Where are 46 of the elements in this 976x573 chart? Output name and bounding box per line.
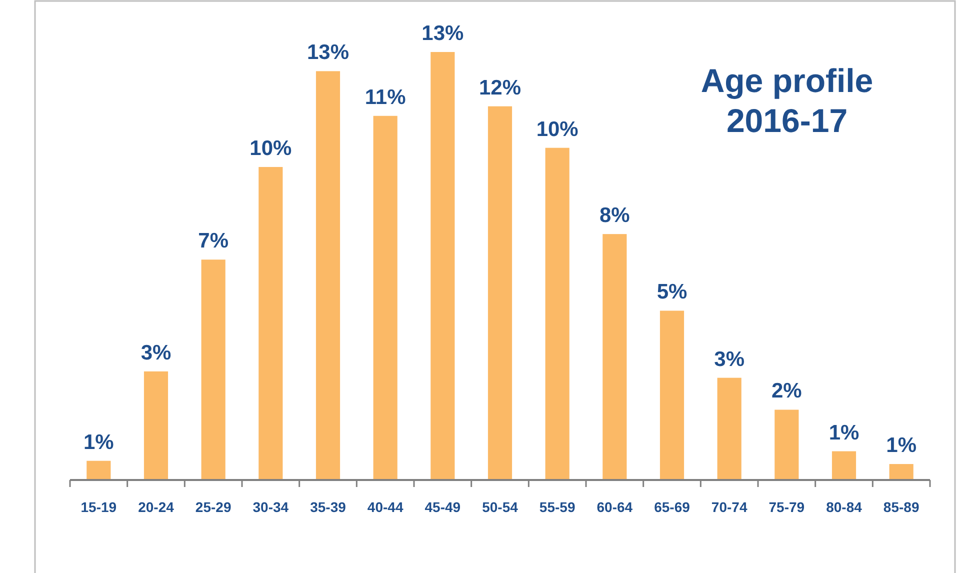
data-label: 1% [886,434,917,458]
x-tick-label: 60-64 [596,499,633,515]
x-tick-label: 25-29 [195,499,232,515]
text: Age profile 2016-17 [700,62,874,139]
x-tick-label: 55-59 [539,499,576,515]
x-tick-label: 85-89 [883,499,920,515]
data-label: 10% [250,136,292,160]
x-tick-label: 70-74 [711,499,748,515]
bar [889,464,914,480]
x-tick-label: 45-49 [424,499,461,515]
data-label: 13% [306,41,350,64]
x-tick-label: 75-79 [768,499,805,515]
x-tick-label: 80-84 [826,499,862,515]
x-tick-label: 65-69 [654,499,690,515]
data-label: 3% [714,348,745,371]
data-label: 12% [478,76,522,100]
x-tick-label: 40-44 [367,499,404,515]
bar [201,260,226,480]
bar [832,451,856,480]
bar [488,106,512,480]
bar [144,371,168,480]
x-tick-label: 20-24 [138,499,174,515]
data-label: 1% [828,421,860,444]
bar [373,116,398,480]
bar [258,166,283,480]
x-tick-label: 35-39 [310,499,346,515]
data-label: 5% [656,280,688,304]
data-label: 1% [83,430,114,454]
bar [316,71,340,480]
data-label: 11% [364,86,406,109]
x-tick-label: 15-19 [80,499,117,515]
data-label: 10% [536,118,579,141]
bar [545,148,570,480]
x-tick-label: 30-34 [252,499,289,515]
bar [430,52,455,480]
data-label: 3% [140,341,172,364]
bar [602,234,627,480]
data-label: 7% [198,230,229,253]
bar [660,310,684,480]
bar [774,410,799,480]
data-label: 2% [771,380,802,403]
data-label: 8% [599,204,630,228]
x-tick-label: 50-54 [482,499,518,515]
data-label: 13% [422,22,464,45]
bar [86,460,111,480]
bar [717,378,742,480]
